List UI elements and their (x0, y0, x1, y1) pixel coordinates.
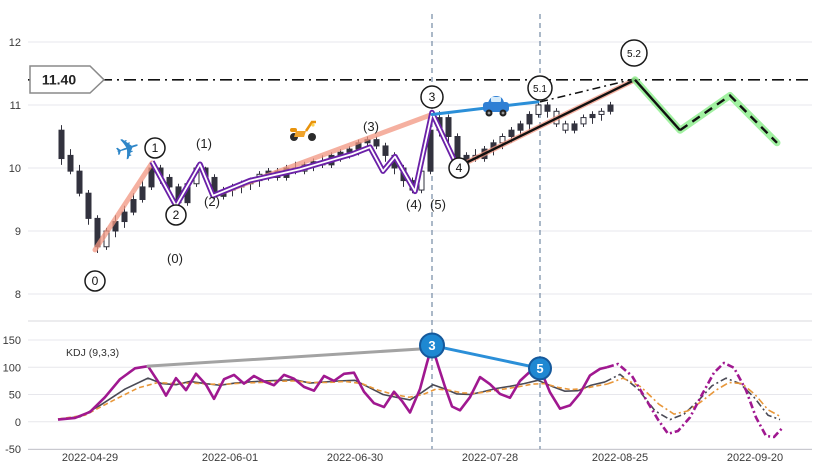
wave-label-circled-text: 1 (152, 141, 159, 155)
wave-label-circle (527, 75, 553, 101)
wave-label-circle (420, 85, 444, 109)
candle-body (139, 186, 146, 200)
candle-body (85, 192, 92, 219)
kdj-peak-marker (419, 332, 445, 359)
price-target-callout: 11.40 (29, 65, 106, 94)
candle-body (373, 139, 380, 147)
date-xtick-label: 2022-09-20 (727, 452, 783, 464)
kdj-peak-marker-text: 3 (428, 338, 435, 353)
wave-label-circled-text: 5.2 (627, 49, 641, 60)
impulse-salmon-line (92, 160, 155, 253)
wave-label-circle (620, 39, 648, 67)
car-icon (483, 96, 509, 117)
date-xtick-label: 2022-04-29 (62, 452, 118, 464)
candle-body (607, 104, 614, 112)
kdj-peak-marker (528, 356, 552, 381)
candle-body (571, 123, 578, 131)
candle-body (544, 104, 551, 112)
price-ytick-label: 11 (10, 100, 21, 112)
price-ytick-label: 8 (15, 289, 21, 301)
wave-label-circled-text: 2 (173, 208, 180, 222)
kdj-ytick-label: 50 (9, 390, 21, 402)
wave-label-circle (144, 137, 166, 159)
kdj-forecast-d (606, 377, 781, 418)
date-xtick-label: 2022-07-28 (462, 452, 518, 464)
wave-label-circled-text: 3 (429, 90, 436, 104)
kdj-ytick-label: 100 (3, 362, 21, 374)
kdj-series-d (57, 380, 608, 420)
candle-body (508, 129, 515, 137)
candle-body (121, 211, 128, 223)
kdj-ytick-label: 0 (15, 417, 21, 429)
candle-body (526, 113, 533, 125)
price-ytick-label: 9 (15, 226, 21, 238)
candle-body (589, 113, 596, 119)
date-xtick-label: 2022-08-25 (592, 452, 648, 464)
kdj-peak-marker-text: 5 (536, 361, 543, 376)
candle-body (130, 199, 137, 213)
wave-label-paren-text: (2) (204, 194, 220, 209)
forecast-solid-segment (634, 79, 681, 131)
wave-label-paren-text: (1) (196, 136, 212, 151)
wave-label-paren-text: (3) (363, 119, 379, 134)
candle-body (76, 170, 83, 194)
forecast-dashed-segment (679, 93, 778, 144)
wave-label-circled-text: 4 (456, 161, 463, 175)
elliott-wave-purple-core (151, 111, 459, 207)
kdj-series-j (57, 344, 608, 421)
wave-label-paren-text: (0) (167, 251, 183, 266)
kdj-series-k (57, 377, 606, 420)
candle-body (67, 154, 74, 172)
kdj-forecast-k (604, 373, 781, 421)
trendline-black-dashdot (539, 77, 637, 103)
kdj-ytick-label: -50 (5, 444, 21, 456)
candle-body (445, 117, 452, 137)
wave-label-paren-text: (4) (406, 197, 422, 212)
blue-divergence-line (430, 343, 542, 370)
date-xtick-label: 2022-06-01 (202, 452, 258, 464)
candle-body (598, 110, 605, 115)
candle-body (580, 117, 587, 125)
kdj-forecast-j (606, 361, 783, 439)
candle-body (517, 123, 524, 131)
wave-label-circle (448, 157, 470, 179)
price-target-label: 11.40 (42, 72, 76, 88)
trendline-black (457, 78, 636, 168)
candle-body (382, 145, 389, 156)
candle-body (166, 176, 173, 188)
price-target-arrow-box (29, 65, 106, 94)
wave-label-circled-text: 0 (92, 274, 99, 288)
date-xtick-label: 2022-06-30 (327, 452, 383, 464)
candle-body (58, 129, 65, 160)
scooter-icon (290, 120, 316, 141)
candle-body (535, 104, 542, 115)
wave-label-circle (165, 204, 187, 226)
candle-body (562, 123, 569, 131)
price-ytick-label: 10 (9, 163, 21, 175)
gray-divergence-line (146, 347, 426, 368)
price-ytick-label: 12 (9, 37, 21, 49)
wave-label-paren-text: (5) (430, 197, 446, 212)
kdj-ytick-label: 150 (3, 335, 21, 347)
airplane-icon: ✈ (111, 130, 145, 169)
wave-label-circled-text: 5.1 (533, 84, 547, 95)
kdj-indicator-label: KDJ (9,3,3) (66, 347, 119, 359)
wave-label-circle (84, 270, 106, 292)
